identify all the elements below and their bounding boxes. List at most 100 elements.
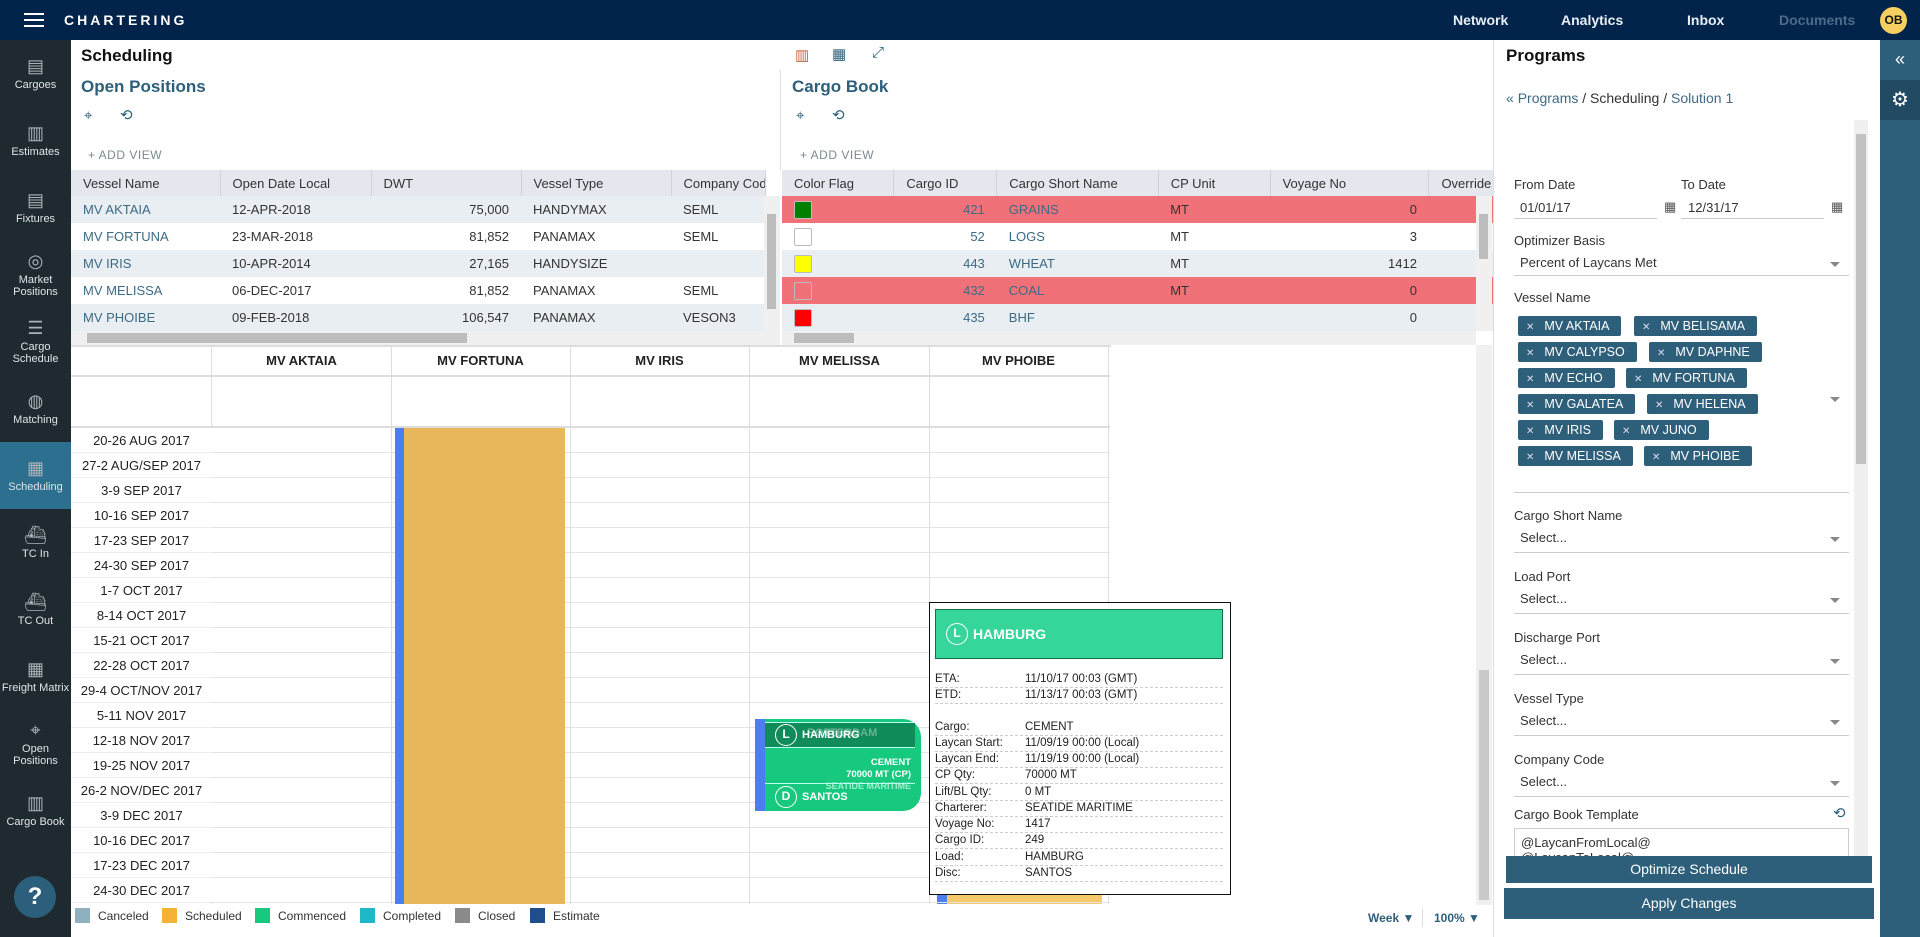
help-button[interactable]: ? bbox=[14, 876, 56, 918]
column-header[interactable]: Color Flag bbox=[782, 170, 895, 196]
calendar-icon[interactable]: ▦ bbox=[1831, 199, 1844, 214]
remove-tag-icon[interactable]: ✕ bbox=[1652, 452, 1661, 463]
sidebar-item-cargo-book[interactable]: ▥ Cargo Book bbox=[0, 777, 71, 844]
sidebar-item-cargoes[interactable]: ▤ Cargoes bbox=[0, 40, 71, 107]
add-view-button[interactable]: + ADD VIEW bbox=[800, 148, 875, 162]
optimizer-basis-select[interactable]: Percent of Laycans Met bbox=[1520, 255, 1657, 270]
sidebar-item-estimates[interactable]: ▥ Estimates bbox=[0, 107, 71, 174]
reset-icon[interactable]: ⟲ bbox=[120, 107, 133, 124]
table-row[interactable]: 421 GRAINS MT 0 bbox=[782, 196, 1493, 223]
open-positions-hscroll[interactable] bbox=[71, 331, 780, 345]
nav-analytics[interactable]: Analytics bbox=[1561, 12, 1624, 28]
to-date-input[interactable]: 12/31/17 bbox=[1688, 200, 1739, 215]
table-row[interactable]: MV FORTUNA 23-MAR-2018 81,852 PANAMAX SEML bbox=[71, 223, 765, 250]
table-row[interactable]: MV MELISSA 06-DEC-2017 81,852 PANAMAX SEML bbox=[71, 277, 765, 304]
vessel-name-cell[interactable]: MV PHOIBE bbox=[71, 304, 220, 331]
nav-network[interactable]: Network bbox=[1453, 12, 1509, 28]
vessel-tag[interactable]: ✕ MV HELENA bbox=[1647, 394, 1758, 414]
nav-inbox[interactable]: Inbox bbox=[1687, 12, 1725, 28]
nav-documents[interactable]: Documents bbox=[1779, 12, 1856, 28]
vessel-tag[interactable]: ✕ MV JUNO bbox=[1614, 420, 1709, 440]
table-row[interactable]: MV AKTAIA 12-APR-2018 75,000 HANDYMAX SEML bbox=[71, 196, 765, 223]
table-row[interactable]: 443 WHEAT MT 1412 bbox=[782, 250, 1493, 277]
vessel-name-cell[interactable]: MV AKTAIA bbox=[71, 196, 220, 223]
apply-changes-button[interactable]: Apply Changes bbox=[1504, 888, 1874, 919]
programs-vscroll[interactable] bbox=[1854, 120, 1868, 865]
sidebar-item-scheduling[interactable]: ▦ Scheduling bbox=[0, 442, 71, 509]
sidebar-item-open-positions[interactable]: ⌖ Open Positions bbox=[0, 710, 71, 777]
cargo-id-cell[interactable]: 435 bbox=[893, 304, 997, 331]
vessel-tag[interactable]: ✕ MV IRIS bbox=[1518, 420, 1603, 440]
vessel-tag[interactable]: ✕ MV MELISSA bbox=[1518, 446, 1633, 466]
table-row[interactable]: 52 LOGS MT 3 bbox=[782, 223, 1493, 250]
table-icon[interactable]: ▦ bbox=[832, 46, 847, 63]
reset-icon[interactable]: ⟲ bbox=[1833, 805, 1846, 822]
cargo-id-cell[interactable]: 421 bbox=[893, 196, 997, 223]
breadcrumb-programs[interactable]: Programs bbox=[1517, 90, 1579, 106]
vessel-tag[interactable]: ✕ MV FORTUNA bbox=[1626, 368, 1747, 388]
table-row[interactable]: MV PHOIBE 09-FEB-2018 106,547 PANAMAX VESON3 bbox=[71, 304, 765, 331]
select-input[interactable]: Select... bbox=[1520, 530, 1567, 545]
sidebar-item-fixtures[interactable]: ▤ Fixtures bbox=[0, 174, 71, 241]
column-header[interactable]: CP Unit bbox=[1158, 170, 1271, 196]
optimize-schedule-button[interactable]: Optimize Schedule bbox=[1506, 856, 1872, 883]
vessel-name-cell[interactable]: MV IRIS bbox=[71, 250, 220, 277]
column-header[interactable]: Override Lay bbox=[1428, 170, 1493, 196]
calendar-icon[interactable]: ▦ bbox=[1664, 199, 1677, 214]
remove-tag-icon[interactable]: ✕ bbox=[1642, 322, 1651, 333]
vessel-tag[interactable]: ✕ MV PHOIBE bbox=[1644, 446, 1752, 466]
remove-tag-icon[interactable]: ✕ bbox=[1657, 348, 1666, 359]
table-row[interactable]: MV IRIS 10-APR-2014 27,165 HANDYSIZE bbox=[71, 250, 765, 277]
select-input[interactable]: Select... bbox=[1520, 652, 1567, 667]
vessel-tag[interactable]: ✕ MV BELISAMA bbox=[1634, 316, 1758, 336]
remove-tag-icon[interactable]: ✕ bbox=[1526, 348, 1535, 359]
cargo-id-cell[interactable]: 52 bbox=[970, 229, 985, 244]
zoom-dropdown[interactable]: 100% ▼ bbox=[1434, 911, 1480, 925]
scheduled-voyage-bar[interactable] bbox=[947, 895, 1102, 904]
vessel-tag[interactable]: ✕ MV AKTAIA bbox=[1518, 316, 1622, 336]
select-input[interactable]: Select... bbox=[1520, 713, 1567, 728]
column-header[interactable]: Company Code bbox=[671, 170, 766, 196]
column-header[interactable]: Cargo Short Name bbox=[996, 170, 1159, 196]
breadcrumb-scheduling[interactable]: Scheduling bbox=[1590, 90, 1660, 106]
back-chevron-icon[interactable]: « bbox=[1506, 90, 1514, 106]
remove-tag-icon[interactable]: ✕ bbox=[1526, 452, 1535, 463]
sidebar-item-tc-in[interactable]: ⛴ TC In bbox=[0, 509, 71, 576]
column-header[interactable]: DWT bbox=[371, 170, 522, 196]
vessel-name-cell[interactable]: MV FORTUNA bbox=[83, 229, 169, 244]
avatar[interactable]: OB bbox=[1880, 7, 1907, 34]
menu-icon[interactable] bbox=[24, 13, 44, 27]
remove-tag-icon[interactable]: ✕ bbox=[1655, 400, 1664, 411]
remove-tag-icon[interactable]: ✕ bbox=[1526, 374, 1535, 385]
vessel-name-cell[interactable]: MV MELISSA bbox=[83, 283, 163, 298]
gear-icon[interactable]: ⚙ bbox=[1880, 80, 1920, 120]
remove-tag-icon[interactable]: ✕ bbox=[1634, 374, 1643, 385]
select-input[interactable]: Select... bbox=[1520, 591, 1567, 606]
remove-tag-icon[interactable]: ✕ bbox=[1526, 400, 1535, 411]
cargo-id-cell[interactable]: 443 bbox=[893, 250, 997, 277]
vessel-tag[interactable]: ✕ MV DAPHNE bbox=[1649, 342, 1762, 362]
sidebar-item-cargo-schedule[interactable]: ☰ Cargo Schedule bbox=[0, 308, 71, 375]
remove-tag-icon[interactable]: ✕ bbox=[1622, 426, 1631, 437]
sidebar-item-matching[interactable]: ◍ Matching bbox=[0, 375, 71, 442]
add-view-button[interactable]: + ADD VIEW bbox=[88, 148, 163, 162]
cargo-book-vscroll[interactable] bbox=[1476, 196, 1492, 331]
sidebar-item-freight-matrix[interactable]: ▦ Freight Matrix bbox=[0, 643, 71, 710]
remove-tag-icon[interactable]: ✕ bbox=[1526, 322, 1535, 333]
reset-icon[interactable]: ⟲ bbox=[832, 107, 845, 124]
sidebar-item-market-positions[interactable]: ◎ Market Positions bbox=[0, 241, 71, 308]
open-positions-vscroll[interactable] bbox=[764, 196, 780, 331]
table-row[interactable]: 435 BHF 0 bbox=[782, 304, 1493, 331]
vessel-tag[interactable]: ✕ MV GALATEA bbox=[1518, 394, 1636, 414]
scheduled-voyage-bar[interactable] bbox=[404, 428, 565, 904]
column-header[interactable]: Voyage No bbox=[1270, 170, 1430, 196]
pin-icon[interactable]: ⌖ bbox=[84, 107, 93, 124]
cargo-book-hscroll[interactable] bbox=[782, 331, 1476, 345]
vessel-tag[interactable]: ✕ MV ECHO bbox=[1518, 368, 1615, 388]
column-header[interactable]: Vessel Type bbox=[521, 170, 672, 196]
pin-icon[interactable]: ⌖ bbox=[796, 107, 805, 124]
vessel-tag[interactable]: ✕ MV CALYPSO bbox=[1518, 342, 1637, 362]
cargo-id-cell[interactable]: 432 bbox=[893, 277, 997, 304]
schedule-vscroll[interactable] bbox=[1476, 345, 1492, 905]
view-dropdown[interactable]: Week ▼ bbox=[1368, 911, 1414, 925]
